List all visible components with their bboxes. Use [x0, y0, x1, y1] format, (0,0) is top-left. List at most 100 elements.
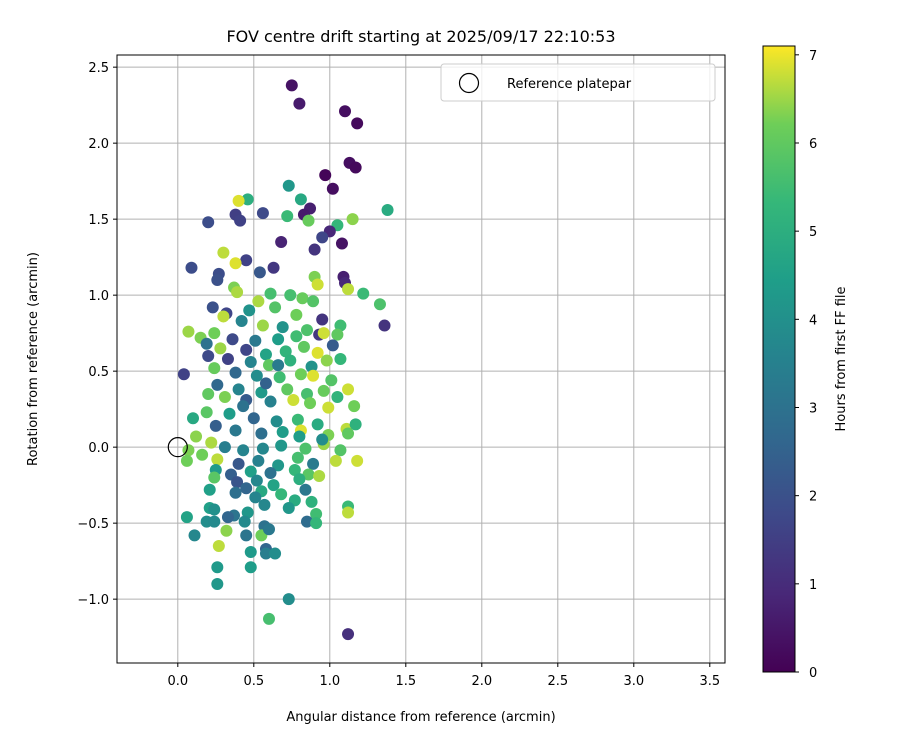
data-point	[313, 470, 326, 483]
data-point	[293, 97, 306, 110]
data-point	[302, 214, 315, 227]
data-point	[317, 384, 330, 397]
data-point	[282, 179, 295, 192]
colorbar-tick-label: 3	[809, 401, 817, 416]
data-point	[297, 340, 310, 353]
data-point	[302, 468, 315, 481]
colorbar-tick-label: 1	[809, 578, 817, 593]
data-point	[351, 454, 364, 467]
data-point	[185, 261, 198, 274]
legend-box	[440, 63, 716, 102]
y-axis-label: Rotation from reference (arcmin)	[26, 252, 41, 466]
data-point	[238, 515, 251, 528]
data-point	[223, 407, 236, 420]
data-point	[307, 295, 320, 308]
chart-title: FOV centre drift starting at 2025/09/17 …	[226, 27, 615, 46]
y-tick-label: 0.5	[88, 365, 109, 380]
y-tick-label: 2.0	[88, 137, 109, 152]
data-point	[208, 503, 221, 516]
data-point	[263, 612, 275, 625]
data-point	[231, 476, 244, 489]
data-point	[263, 523, 275, 536]
data-point	[211, 561, 224, 574]
data-point	[284, 289, 297, 302]
data-point	[342, 383, 355, 396]
data-point	[320, 354, 333, 367]
data-point	[237, 400, 250, 413]
data-point	[247, 412, 260, 425]
data-point	[180, 511, 193, 524]
data-point	[212, 539, 225, 552]
data-point	[293, 430, 306, 443]
data-point	[357, 287, 370, 300]
data-point	[250, 369, 263, 382]
data-point	[232, 194, 245, 207]
data-point	[190, 430, 203, 443]
data-point	[241, 506, 254, 519]
data-point	[326, 339, 339, 352]
data-point	[263, 359, 275, 372]
x-tick-label: 2.0	[471, 674, 492, 689]
data-point	[253, 266, 266, 279]
data-point	[269, 301, 282, 314]
data-point	[240, 482, 253, 495]
data-point	[255, 427, 268, 440]
x-tick-label: 2.5	[547, 674, 568, 689]
data-point	[177, 368, 190, 381]
data-point	[305, 360, 318, 373]
x-tick-label: 1.0	[319, 674, 340, 689]
data-point	[202, 349, 215, 362]
data-point	[311, 418, 324, 431]
data-point	[346, 213, 359, 226]
data-point	[255, 386, 268, 399]
data-point	[282, 501, 295, 514]
data-point	[196, 448, 209, 461]
data-point	[294, 193, 307, 206]
data-point	[282, 593, 295, 606]
data-point	[264, 287, 277, 300]
data-point	[256, 207, 269, 220]
data-point	[299, 483, 312, 496]
data-point	[240, 529, 253, 542]
data-point	[258, 498, 271, 511]
data-point	[334, 444, 347, 457]
data-points	[177, 79, 394, 641]
data-point	[240, 254, 253, 267]
data-point	[331, 328, 344, 341]
data-point	[240, 343, 253, 356]
data-point	[301, 324, 313, 337]
data-point	[208, 515, 221, 528]
data-point	[276, 321, 289, 334]
data-point	[202, 387, 215, 400]
data-point	[208, 471, 221, 484]
data-point	[217, 246, 230, 259]
data-point	[244, 546, 257, 559]
data-point	[214, 342, 227, 355]
reference-marker	[167, 437, 188, 458]
data-point	[249, 491, 262, 504]
data-point	[270, 415, 283, 428]
data-point	[252, 454, 265, 467]
data-point	[288, 463, 301, 476]
data-point	[264, 395, 277, 408]
x-axis-label: Angular distance from reference (arcmin)	[286, 710, 555, 725]
data-point	[373, 298, 386, 311]
data-point	[252, 295, 265, 308]
colorbar-tick-label: 5	[809, 225, 817, 240]
data-point	[244, 356, 257, 369]
data-point	[231, 286, 244, 299]
data-point	[319, 169, 332, 182]
data-point	[329, 454, 342, 467]
data-point	[322, 401, 335, 414]
x-tick-label: 3.5	[699, 674, 720, 689]
data-point	[243, 304, 256, 317]
data-point	[267, 479, 280, 492]
data-point	[381, 204, 394, 217]
data-point	[206, 301, 219, 314]
x-tick-label: 0.5	[243, 674, 264, 689]
data-point	[348, 400, 361, 413]
data-point	[267, 261, 280, 274]
data-point	[311, 346, 324, 359]
data-point	[334, 353, 347, 365]
data-point	[221, 511, 234, 524]
